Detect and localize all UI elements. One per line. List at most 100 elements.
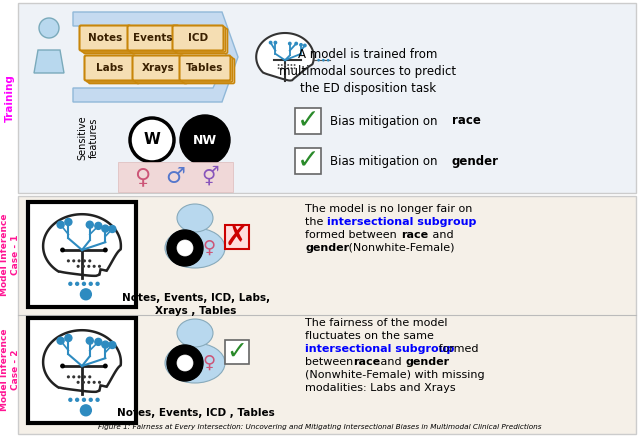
Text: Events: Events — [133, 33, 173, 43]
Circle shape — [109, 342, 116, 349]
Circle shape — [77, 375, 81, 378]
Circle shape — [317, 59, 320, 62]
Text: Tables: Tables — [186, 63, 224, 73]
Text: ICD: ICD — [188, 33, 208, 43]
Circle shape — [82, 398, 86, 402]
Text: NW: NW — [193, 134, 217, 146]
Polygon shape — [256, 33, 314, 81]
Circle shape — [87, 381, 90, 384]
FancyBboxPatch shape — [83, 28, 134, 53]
Text: Notes: Notes — [88, 33, 122, 43]
Text: ✓: ✓ — [227, 340, 248, 364]
Circle shape — [167, 345, 203, 381]
Circle shape — [67, 259, 70, 262]
Text: formed between: formed between — [305, 230, 400, 240]
Circle shape — [303, 43, 307, 47]
Ellipse shape — [165, 228, 225, 268]
Text: the: the — [305, 217, 327, 227]
Circle shape — [88, 259, 92, 262]
FancyBboxPatch shape — [86, 57, 138, 82]
Text: gender: gender — [305, 243, 349, 253]
Ellipse shape — [165, 343, 225, 383]
Circle shape — [278, 64, 280, 66]
Circle shape — [281, 67, 283, 69]
Text: intersectional subgroup: intersectional subgroup — [327, 217, 476, 227]
Circle shape — [72, 259, 76, 262]
Circle shape — [65, 219, 72, 226]
Bar — [225, 340, 249, 364]
Text: Sensitive
features: Sensitive features — [77, 116, 99, 160]
Circle shape — [82, 381, 85, 384]
Text: formed: formed — [435, 344, 479, 354]
FancyBboxPatch shape — [129, 27, 180, 52]
Circle shape — [103, 364, 108, 368]
Circle shape — [81, 405, 92, 416]
Text: Bias mitigation on: Bias mitigation on — [330, 155, 441, 167]
Text: modalities: Labs and Xrays: modalities: Labs and Xrays — [305, 383, 456, 393]
Circle shape — [77, 381, 79, 384]
Text: ♀: ♀ — [202, 239, 216, 257]
Circle shape — [287, 67, 289, 69]
Circle shape — [291, 64, 292, 66]
Circle shape — [82, 282, 86, 286]
Text: and: and — [429, 230, 454, 240]
Circle shape — [284, 67, 286, 69]
FancyBboxPatch shape — [182, 57, 232, 82]
Text: Xrays: Xrays — [141, 63, 174, 73]
Circle shape — [88, 282, 93, 286]
Text: Model Inference
Case - 1: Model Inference Case - 1 — [0, 214, 20, 296]
Circle shape — [86, 337, 93, 344]
FancyBboxPatch shape — [131, 28, 182, 53]
Text: ✓: ✓ — [296, 148, 319, 174]
Text: ♂: ♂ — [165, 167, 185, 187]
Circle shape — [65, 335, 72, 342]
Text: between: between — [305, 357, 356, 367]
Text: gender: gender — [405, 357, 449, 367]
Circle shape — [322, 59, 324, 62]
FancyBboxPatch shape — [81, 27, 132, 52]
Circle shape — [68, 282, 72, 286]
Text: ♀: ♀ — [134, 167, 150, 187]
Text: (Nonwhite-Female): (Nonwhite-Female) — [345, 243, 454, 253]
Bar — [225, 225, 249, 249]
Polygon shape — [43, 214, 121, 276]
Text: Xrays , Tables: Xrays , Tables — [156, 306, 237, 316]
Bar — [225, 225, 249, 249]
Circle shape — [294, 64, 296, 66]
Text: Figure 1: Fairness at Every Intersection: Uncovering and Mitigating Intersection: Figure 1: Fairness at Every Intersection… — [99, 424, 541, 430]
FancyBboxPatch shape — [175, 27, 225, 52]
Circle shape — [39, 18, 59, 38]
Bar — [28, 202, 136, 307]
Text: W: W — [143, 133, 161, 148]
Text: ✓: ✓ — [296, 108, 319, 134]
Circle shape — [167, 230, 203, 266]
Text: fluctuates on the same: fluctuates on the same — [305, 331, 434, 341]
Ellipse shape — [177, 204, 213, 232]
Circle shape — [177, 355, 193, 371]
Polygon shape — [43, 330, 121, 392]
Circle shape — [86, 221, 93, 228]
Circle shape — [278, 67, 280, 69]
FancyBboxPatch shape — [177, 28, 227, 53]
Text: gender: gender — [452, 155, 499, 167]
Text: Model Inference
Case - 2: Model Inference Case - 2 — [0, 329, 20, 411]
Circle shape — [75, 398, 79, 402]
Circle shape — [77, 259, 81, 262]
Text: Training: Training — [5, 74, 15, 122]
Circle shape — [102, 341, 109, 348]
Circle shape — [83, 259, 86, 262]
Circle shape — [291, 67, 292, 69]
Text: ♀: ♀ — [202, 354, 216, 372]
Text: and: and — [377, 357, 405, 367]
Circle shape — [180, 115, 230, 165]
FancyBboxPatch shape — [79, 25, 131, 50]
Bar — [28, 318, 136, 423]
Circle shape — [294, 67, 296, 69]
Circle shape — [130, 118, 174, 162]
Circle shape — [98, 265, 101, 268]
FancyBboxPatch shape — [179, 56, 230, 81]
Circle shape — [82, 265, 85, 268]
Text: intersectional subgroup: intersectional subgroup — [305, 344, 454, 354]
Circle shape — [72, 375, 76, 378]
Circle shape — [60, 247, 65, 252]
